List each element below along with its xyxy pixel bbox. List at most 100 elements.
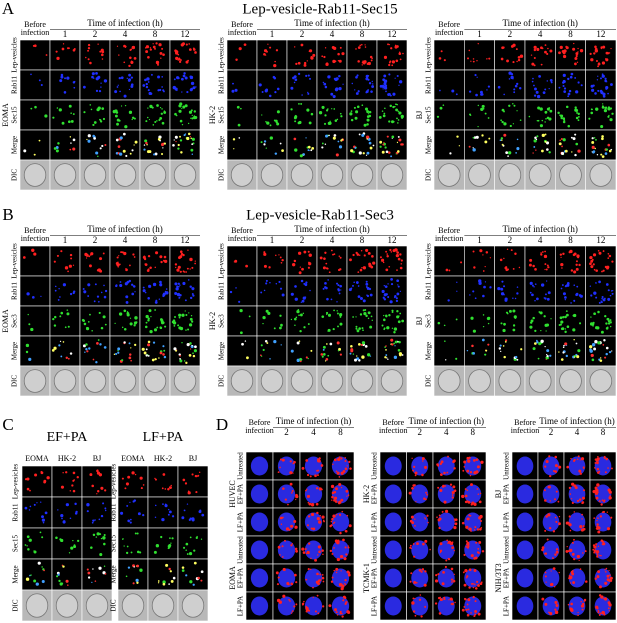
signal — [159, 280, 162, 284]
signal — [575, 142, 579, 146]
signal — [589, 256, 593, 260]
signal — [371, 255, 374, 258]
signal — [445, 509, 449, 513]
signal — [263, 140, 267, 143]
signal — [94, 519, 96, 521]
signal — [562, 138, 566, 142]
nucleus — [277, 484, 296, 504]
signal — [115, 138, 119, 142]
signal — [603, 456, 606, 459]
signal — [185, 329, 187, 331]
signal — [65, 356, 68, 359]
signal — [185, 542, 189, 546]
signal — [396, 251, 399, 254]
signal — [389, 60, 392, 63]
signal — [372, 261, 376, 265]
signal — [401, 354, 404, 356]
signal — [231, 89, 235, 93]
signal — [62, 565, 65, 568]
signal — [172, 319, 176, 322]
time-label: Time of infection (h) — [294, 18, 369, 28]
cell-outline — [559, 369, 582, 393]
signal — [128, 73, 132, 77]
signal — [608, 52, 611, 54]
signal — [25, 343, 30, 348]
signal — [73, 86, 76, 89]
signal — [124, 487, 127, 490]
signal — [175, 349, 178, 352]
signal — [593, 136, 596, 139]
signal — [298, 120, 302, 125]
signal — [547, 266, 549, 269]
signal — [361, 355, 365, 359]
signal — [146, 269, 150, 273]
signal — [606, 527, 611, 531]
signal — [159, 51, 163, 55]
signal — [572, 47, 576, 51]
signal — [296, 358, 300, 363]
signal — [124, 45, 127, 48]
nucleus — [277, 596, 296, 616]
signal — [536, 120, 539, 122]
signal — [477, 612, 481, 616]
signal — [189, 135, 192, 138]
signal — [565, 46, 569, 50]
signal — [54, 315, 57, 319]
signal — [104, 507, 107, 510]
signal — [124, 125, 128, 129]
signal — [292, 472, 294, 474]
micrograph — [81, 496, 113, 529]
micrograph — [346, 305, 378, 337]
signal — [177, 77, 180, 80]
signal — [501, 143, 504, 146]
signal — [29, 574, 31, 577]
signal — [592, 253, 597, 257]
micrograph — [169, 39, 201, 71]
micrograph — [139, 39, 171, 71]
signal — [324, 47, 327, 49]
signal — [447, 299, 450, 302]
micrograph — [109, 335, 141, 367]
treatment-label: Untreated — [237, 536, 245, 564]
signal — [297, 61, 301, 65]
signal — [69, 517, 72, 520]
signal — [439, 551, 442, 554]
signal — [155, 60, 160, 65]
signal — [594, 491, 599, 496]
nucleus — [542, 568, 560, 588]
signal — [577, 349, 581, 353]
signal — [546, 354, 549, 358]
micrograph — [555, 335, 586, 367]
signal — [300, 279, 304, 283]
signal — [324, 143, 327, 146]
signal — [577, 149, 581, 153]
signal — [240, 107, 242, 110]
signal — [516, 82, 519, 86]
signal — [333, 569, 335, 572]
cell-line-label: HUVEC — [228, 480, 237, 508]
signal — [288, 528, 291, 531]
time-tick: 8 — [338, 427, 343, 437]
row-label: Lep-vesicles — [11, 37, 19, 73]
signal — [190, 117, 192, 119]
signal — [363, 312, 367, 316]
signal — [385, 354, 388, 356]
before-label: infection — [435, 28, 463, 37]
signal — [572, 328, 576, 332]
signal — [189, 268, 191, 270]
signal — [261, 114, 263, 116]
signal — [470, 554, 474, 558]
signal — [277, 576, 280, 579]
signal — [609, 495, 611, 497]
micrograph — [177, 527, 209, 560]
nucleus — [594, 484, 612, 504]
signal — [357, 46, 361, 49]
signal — [121, 477, 124, 480]
group-title: LF+PA — [143, 430, 185, 445]
signal — [274, 152, 278, 155]
signal — [343, 595, 346, 599]
nucleus — [304, 596, 323, 616]
signal — [102, 502, 105, 505]
signal — [569, 493, 572, 495]
signal — [393, 327, 398, 331]
